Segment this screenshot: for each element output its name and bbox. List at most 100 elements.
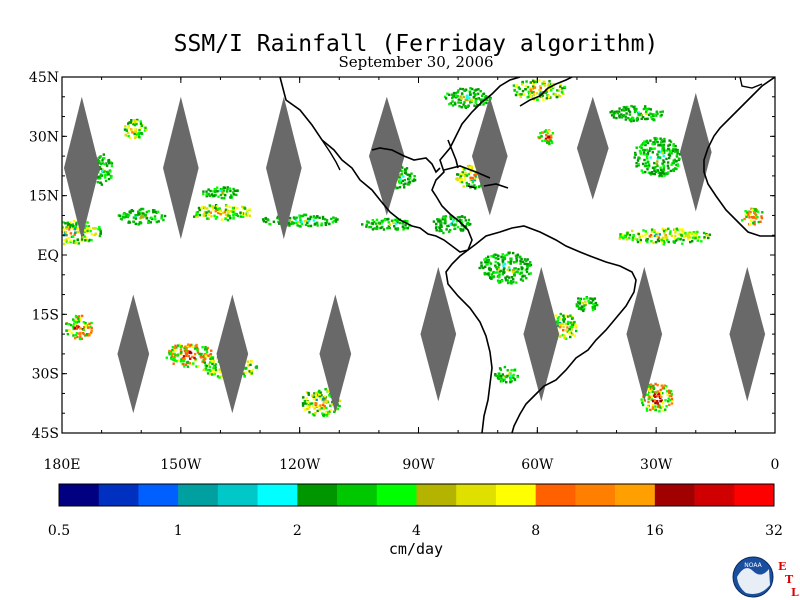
rain-pixel [440, 224, 443, 227]
rain-pixel [563, 85, 566, 89]
rain-pixel [47, 231, 49, 233]
rain-pixel [440, 221, 443, 224]
rain-pixel [473, 178, 476, 182]
rain-pixel [499, 280, 502, 283]
rain-pixel [450, 222, 453, 225]
rain-pixel [521, 89, 525, 93]
rain-pixel [42, 229, 44, 231]
rain-pixel [86, 227, 89, 230]
rain-pixel [656, 141, 659, 144]
rain-pixel [100, 183, 103, 186]
rain-pixel [641, 116, 645, 119]
rain-pixel [162, 218, 165, 222]
rain-pixel [667, 144, 670, 147]
lat-tick-label: 30S [32, 367, 59, 383]
rain-pixel [62, 225, 64, 228]
rain-pixel [89, 331, 93, 334]
rain-pixel [638, 149, 642, 153]
rain-pixel [99, 230, 102, 233]
lat-tick-label: EQ [37, 248, 59, 264]
rain-pixel [219, 209, 222, 212]
rain-pixel [71, 223, 75, 226]
rain-pixel [318, 393, 321, 396]
rain-pixel [659, 166, 662, 169]
rain-pixel [369, 225, 373, 229]
rain-pixel [246, 212, 249, 216]
rain-pixel [691, 236, 695, 239]
rain-pixel [295, 216, 298, 219]
rain-pixel [658, 172, 662, 175]
rain-pixel [47, 237, 49, 239]
rain-pixel [550, 141, 554, 144]
rain-pixel [84, 334, 87, 337]
rain-pixel [186, 344, 189, 348]
rain-pixel [180, 358, 183, 361]
rain-pixel [647, 113, 651, 117]
rain-pixel [102, 170, 105, 173]
rain-pixel [499, 374, 503, 378]
rain-pixel [179, 360, 183, 363]
rain-pixel [551, 85, 555, 88]
rain-pixel [664, 234, 667, 237]
rain-pixel [465, 174, 469, 177]
rain-pixel [224, 193, 227, 197]
rain-pixel [109, 161, 113, 164]
rain-pixel [399, 178, 402, 181]
rain-pixel [319, 391, 322, 394]
rain-pixel [666, 161, 670, 164]
colorbar-swatch [59, 484, 100, 506]
rain-pixel [75, 332, 79, 335]
rain-pixel [643, 140, 646, 143]
rain-pixel [524, 84, 528, 88]
rain-pixel [57, 234, 59, 236]
rain-pixel [626, 233, 629, 236]
rain-pixel [523, 262, 526, 265]
rain-pixel [217, 207, 220, 211]
rain-pixel [337, 399, 340, 402]
rain-pixel [475, 93, 478, 96]
rain-pixel [336, 407, 339, 411]
rain-pixel [248, 370, 251, 373]
rain-pixel [172, 350, 175, 353]
rain-pixel [630, 120, 633, 123]
colorbar-swatch [694, 484, 735, 506]
rain-pixel [462, 95, 465, 99]
rain-pixel [383, 218, 386, 222]
rain-pixel [295, 221, 298, 224]
rain-pixel [201, 205, 204, 209]
rain-pixel [667, 171, 670, 174]
rain-pixel [671, 399, 674, 402]
rain-pixel [73, 239, 76, 243]
rain-pixel [643, 158, 646, 162]
colorbar-swatch [337, 484, 378, 506]
rain-pixel [501, 373, 504, 376]
rain-pixel [388, 226, 391, 230]
rain-pixel [497, 268, 501, 271]
rain-pixel [503, 378, 506, 381]
rain-pixel [625, 112, 628, 115]
rain-pixel [575, 305, 579, 308]
rain-pixel [548, 142, 551, 146]
rain-pixel [645, 153, 648, 156]
rain-pixel [74, 322, 78, 325]
rain-pixel [640, 169, 643, 172]
rain-pixel [88, 226, 91, 230]
rain-pixel [670, 152, 673, 155]
rain-pixel [454, 103, 457, 106]
rain-pixel [98, 226, 101, 229]
rain-pixel [139, 221, 143, 225]
rain-pixel [478, 185, 481, 189]
rain-pixel [332, 216, 335, 219]
rain-pixel [401, 166, 404, 169]
rain-pixel [544, 137, 548, 140]
map-title: SSM/I Rainfall (Ferriday algorithm) [173, 31, 659, 57]
rain-pixel [649, 108, 652, 111]
rain-pixel [743, 217, 746, 221]
rain-pixel [44, 226, 46, 228]
rain-pixel [55, 224, 57, 226]
rain-pixel [57, 238, 59, 240]
rain-pixel [171, 352, 174, 356]
rain-pixel [203, 207, 207, 210]
rain-pixel [51, 229, 53, 231]
rain-pixel [514, 254, 518, 257]
